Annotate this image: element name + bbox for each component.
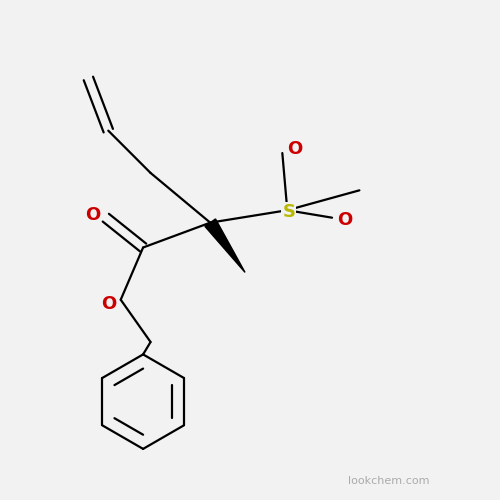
Text: O: O xyxy=(287,140,302,158)
Text: lookchem.com: lookchem.com xyxy=(348,476,430,486)
Text: O: O xyxy=(100,294,116,312)
Polygon shape xyxy=(205,219,245,272)
Text: O: O xyxy=(85,206,100,224)
Text: O: O xyxy=(337,211,352,229)
Text: S: S xyxy=(282,202,296,220)
